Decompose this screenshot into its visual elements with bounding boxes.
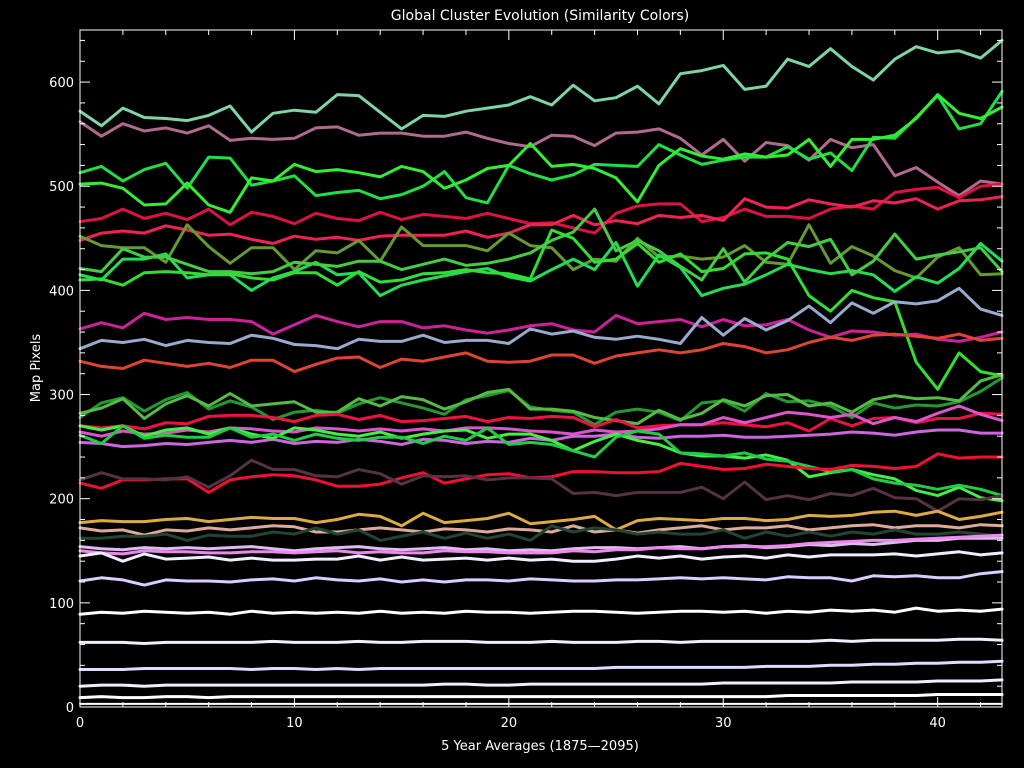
y-tick-label: 500 [49,180,74,195]
y-axis-label: Map Pixels [29,334,44,403]
plot-frame [79,29,1003,708]
x-tick-label: 20 [501,716,518,731]
series-line-6 [78,195,1004,245]
series-line-4 [78,93,1004,214]
series-line-22 [78,458,1004,513]
series-line-24 [78,523,1004,537]
y-tick-label: 200 [49,493,74,508]
series-line-31 [78,637,1004,645]
series-line-26 [78,536,1004,553]
series-line-18 [78,428,1004,449]
y-tick-label: 100 [49,597,74,612]
series-line-29 [78,570,1004,587]
series-line-20 [78,424,1004,498]
series-line-28 [78,550,1004,563]
x-tick-label: 40 [929,716,946,731]
y-tick-label: 400 [49,284,74,299]
series-line-13 [78,332,1004,374]
series-line-27 [78,533,1004,556]
series-line-10 [78,228,1004,391]
x-tick-label: 10 [286,716,303,731]
series-line-1 [78,38,1004,134]
series-line-2 [78,120,1004,198]
series-line-34 [78,693,1004,700]
series-line-23 [78,509,1004,532]
series-line-12 [78,286,1004,351]
y-tick-label: 0 [66,701,74,716]
series-line-32 [78,659,1004,671]
y-tick-label: 600 [49,76,74,91]
x-tick-label: 0 [76,716,84,731]
series-line-9 [78,207,1004,284]
series-line-11 [78,311,1004,343]
series-line-15 [78,373,1004,426]
series-line-25 [78,524,1004,542]
chart-title: Global Cluster Evolution (Similarity Col… [391,8,689,24]
x-axis-label: 5 Year Averages (1875—2095) [441,739,639,754]
series-line-3 [78,90,1004,205]
series-line-30 [78,606,1004,616]
series-line-16 [78,411,1004,433]
y-tick-label: 300 [49,389,74,404]
series-line-33 [78,678,1004,688]
x-tick-label: 30 [715,716,732,731]
series-layer [78,38,1004,705]
